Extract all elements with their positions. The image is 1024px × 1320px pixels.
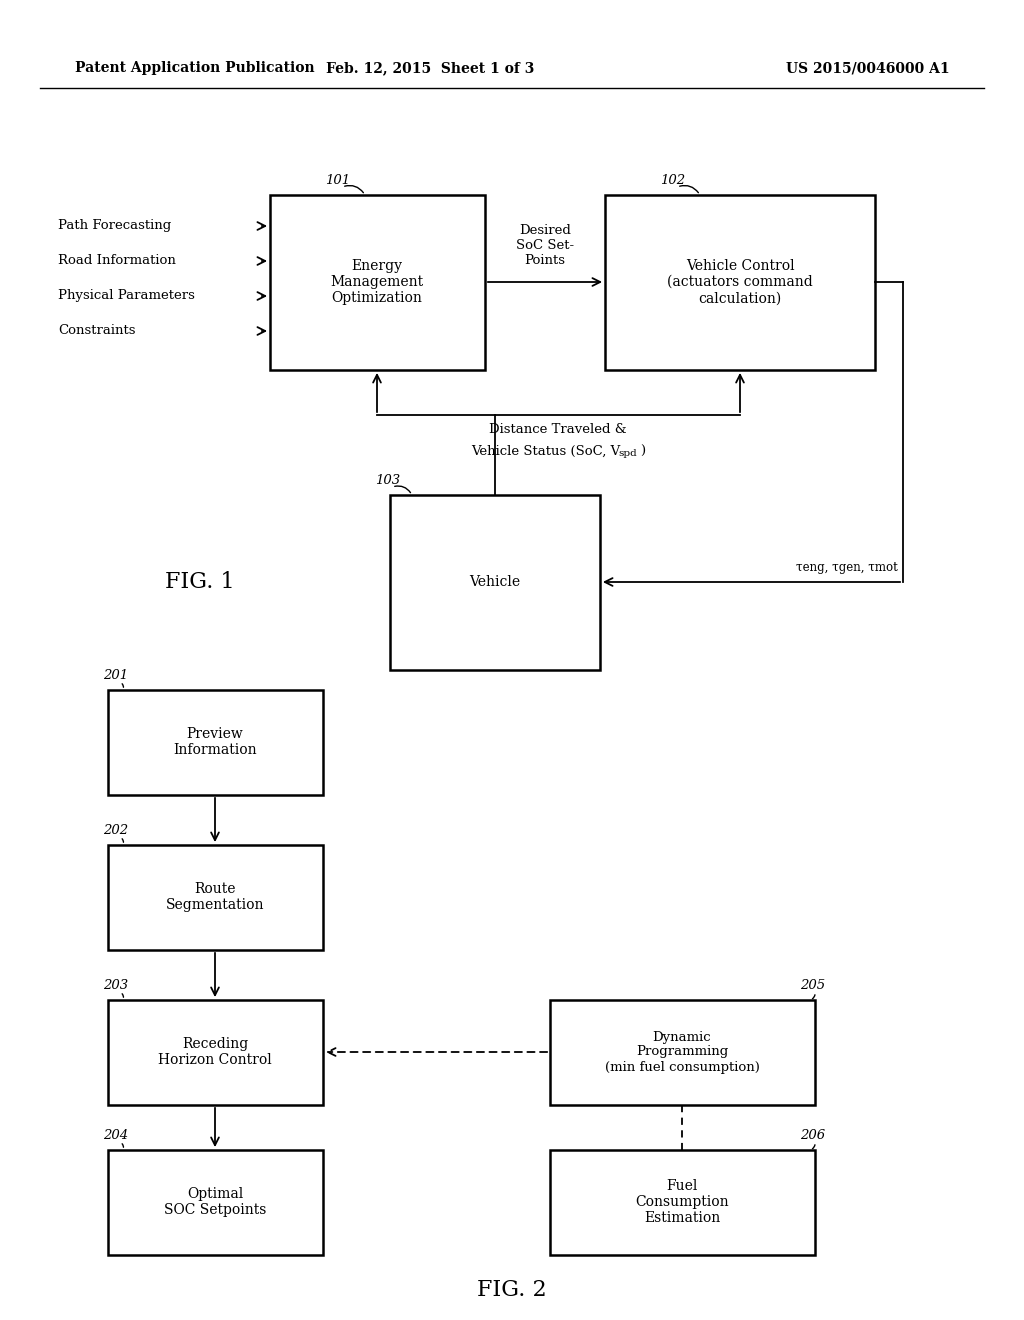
Text: Optimal
SOC Setpoints: Optimal SOC Setpoints [164,1187,266,1217]
Text: Route
Segmentation: Route Segmentation [166,882,264,912]
Bar [550,1150,815,1255]
Text: 203: 203 [103,979,128,993]
Text: Vehicle: Vehicle [469,576,520,589]
Bar [550,1001,815,1105]
Text: Energy
Management
Optimization: Energy Management Optimization [331,259,424,305]
Text: Fuel
Consumption
Estimation: Fuel Consumption Estimation [635,1179,729,1225]
Text: 202: 202 [103,824,128,837]
Text: Vehicle Status (SoC, V: Vehicle Status (SoC, V [471,445,621,458]
Text: Physical Parameters: Physical Parameters [58,289,195,302]
Bar [270,195,485,370]
Text: US 2015/0046000 A1: US 2015/0046000 A1 [786,61,950,75]
Text: Road Information: Road Information [58,255,176,268]
Bar [605,195,874,370]
Text: spd: spd [618,449,637,458]
Text: 101: 101 [325,174,350,187]
Text: Vehicle Control
(actuators command
calculation): Vehicle Control (actuators command calcu… [667,259,813,305]
Text: ): ) [640,445,645,458]
Text: 201: 201 [103,669,128,682]
Text: FIG. 2: FIG. 2 [477,1279,547,1302]
Text: Feb. 12, 2015  Sheet 1 of 3: Feb. 12, 2015 Sheet 1 of 3 [326,61,535,75]
Text: Preview
Information: Preview Information [173,727,257,758]
Text: 204: 204 [103,1129,128,1142]
Bar [108,1150,323,1255]
Text: Dynamic
Programming
(min fuel consumption): Dynamic Programming (min fuel consumptio… [604,1031,760,1073]
Bar [390,495,600,671]
Text: Desired
SoC Set-
Points: Desired SoC Set- Points [516,224,574,267]
Text: 103: 103 [375,474,400,487]
Text: 206: 206 [800,1129,825,1142]
Text: 205: 205 [800,979,825,993]
Text: Distance Traveled &: Distance Traveled & [489,422,627,436]
Text: Receding
Horizon Control: Receding Horizon Control [158,1038,272,1067]
Text: τeng, τgen, τmot: τeng, τgen, τmot [797,561,898,574]
Text: 102: 102 [660,174,685,187]
Bar [108,845,323,950]
Bar [108,690,323,795]
Bar [108,1001,323,1105]
Text: Patent Application Publication: Patent Application Publication [75,61,314,75]
Text: FIG. 1: FIG. 1 [165,572,234,593]
Text: Constraints: Constraints [58,325,135,338]
Text: Path Forecasting: Path Forecasting [58,219,171,232]
